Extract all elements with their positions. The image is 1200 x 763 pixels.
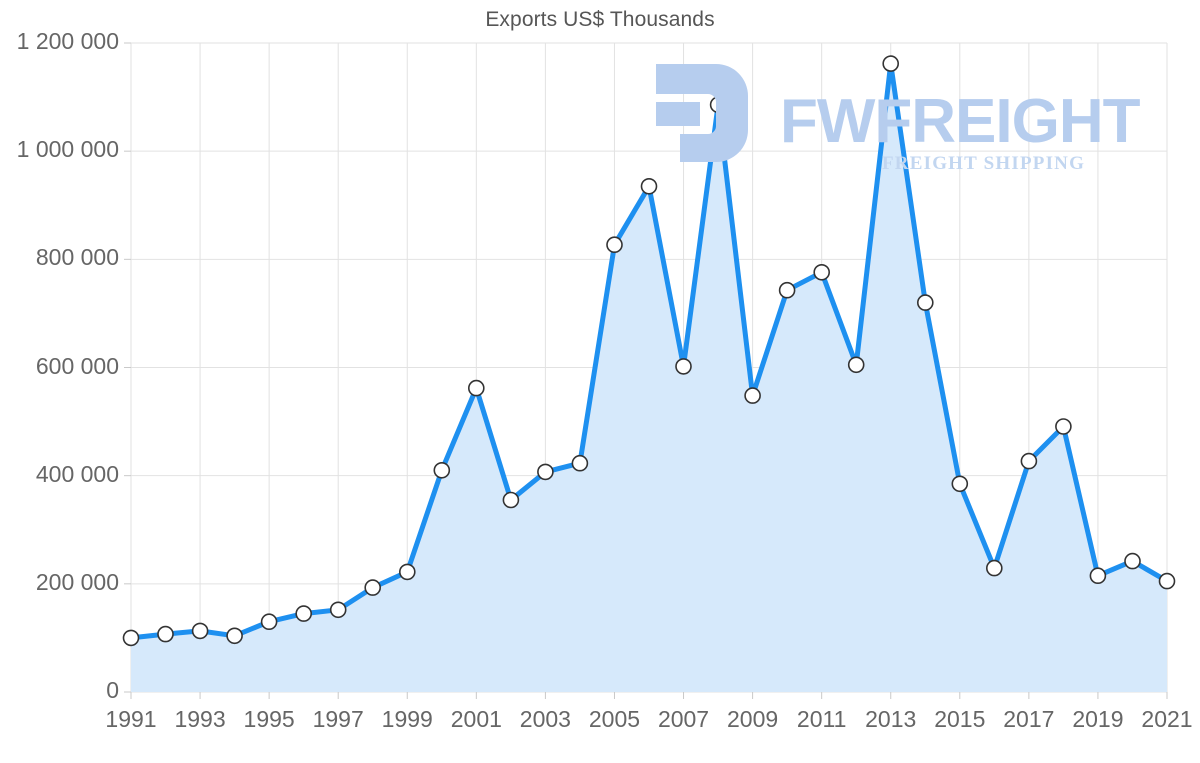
x-axis-tick-label: 2015 [934, 706, 986, 732]
data-point-marker[interactable] [329, 601, 347, 619]
x-axis-tick-label: 2013 [865, 706, 917, 732]
x-axis-tick-label: 2021 [1141, 706, 1193, 732]
y-axis-tick-label: 200 000 [35, 568, 119, 595]
x-axis-tick-label: 1993 [174, 706, 226, 732]
data-point-marker[interactable] [122, 629, 140, 647]
exports-data-markers [122, 55, 1176, 647]
data-point-marker[interactable] [571, 454, 589, 472]
data-point-marker[interactable] [1055, 418, 1072, 435]
data-point-marker[interactable] [502, 491, 520, 509]
data-point-marker[interactable] [882, 55, 900, 72]
data-point-marker[interactable] [847, 356, 865, 374]
axis-tick-marks [124, 42, 1168, 699]
y-axis-tick-label: 600 000 [35, 352, 119, 379]
data-point-marker[interactable] [916, 294, 934, 311]
data-point-marker[interactable] [1020, 452, 1038, 470]
data-point-marker[interactable] [433, 461, 451, 479]
x-axis-tick-label: 2011 [796, 706, 847, 732]
data-point-marker[interactable] [985, 559, 1003, 577]
data-point-marker[interactable] [1158, 572, 1176, 590]
x-axis-tick-label: 2009 [727, 706, 779, 732]
data-point-marker[interactable] [364, 579, 382, 596]
chart-title: Exports US$ Thousands [485, 8, 715, 31]
y-axis-tick-label: 400 000 [35, 460, 119, 487]
data-point-marker[interactable] [606, 236, 623, 253]
data-point-marker[interactable] [640, 178, 658, 195]
y-axis-tick-label: 1 200 000 [16, 28, 119, 54]
x-axis-tick-label: 2001 [450, 706, 502, 732]
data-point-marker[interactable] [260, 613, 278, 631]
x-axis-tick-label: 2003 [519, 706, 571, 732]
data-point-marker[interactable] [295, 605, 313, 622]
y-axis-tick-label: 800 000 [35, 244, 119, 271]
data-point-marker[interactable] [709, 96, 727, 113]
x-axis-tick-label: 2005 [588, 706, 641, 732]
x-axis-tick-label: 1997 [312, 706, 364, 732]
data-point-marker[interactable] [675, 358, 692, 375]
data-point-marker[interactable] [537, 463, 554, 481]
data-point-marker[interactable] [1089, 567, 1107, 585]
data-point-marker[interactable] [813, 263, 831, 281]
x-axis-tick-label: 2017 [1003, 706, 1055, 732]
data-point-marker[interactable] [951, 475, 969, 493]
x-axis-tick-label: 2007 [657, 706, 710, 732]
x-axis-tick-label: 2019 [1072, 706, 1124, 732]
data-point-marker[interactable] [467, 379, 485, 397]
y-axis-tick-label: 0 [106, 677, 119, 703]
x-axis-tick-label: 1999 [381, 706, 433, 732]
data-point-marker[interactable] [398, 563, 416, 581]
data-point-marker[interactable] [744, 387, 761, 404]
x-axis-tick-label: 1995 [243, 706, 295, 732]
data-point-marker[interactable] [778, 281, 796, 299]
data-point-marker[interactable] [157, 625, 174, 643]
x-axis-tick-label: 1991 [105, 706, 157, 732]
y-axis-tick-label: 1 000 000 [16, 136, 119, 163]
exports-area-fill [131, 63, 1167, 693]
data-point-marker[interactable] [191, 622, 209, 640]
data-point-marker[interactable] [1124, 552, 1141, 570]
data-point-marker[interactable] [226, 627, 243, 645]
